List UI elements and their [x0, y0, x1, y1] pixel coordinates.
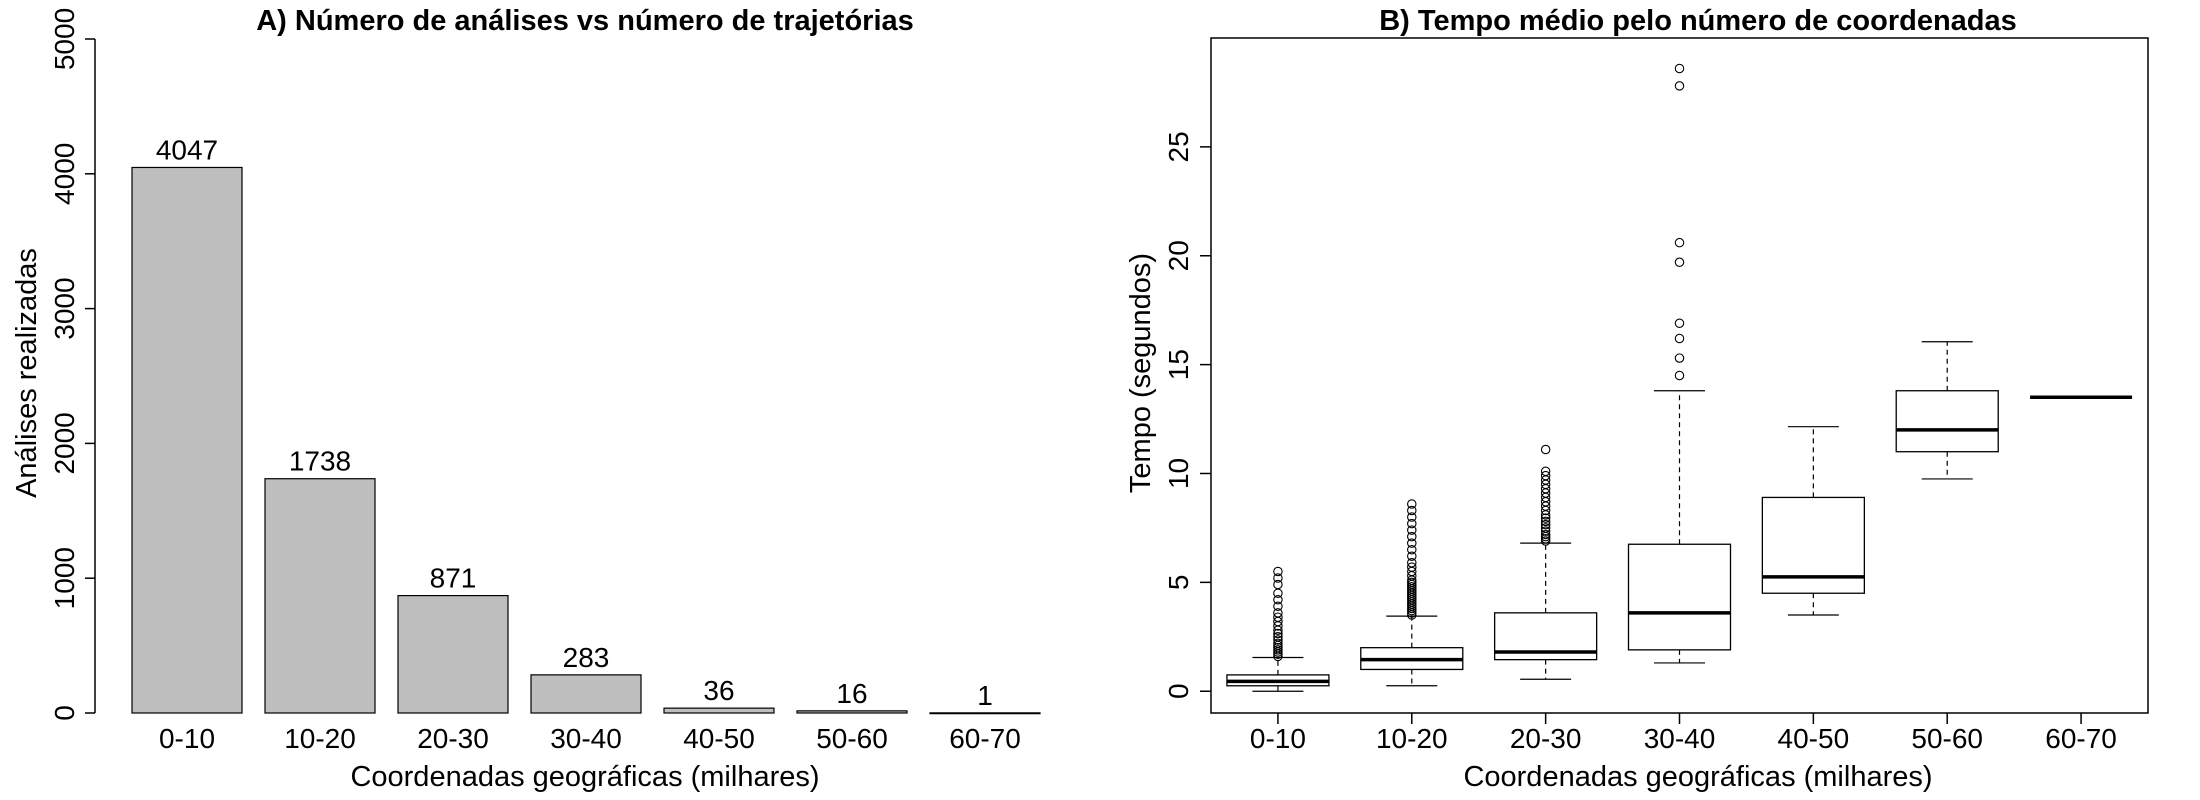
- outlier-point: [1273, 632, 1283, 642]
- bar-value-label: 4047: [156, 134, 218, 165]
- bar-value-label: 871: [430, 563, 477, 594]
- bar: [131, 166, 243, 714]
- chart-b-ylabel: Tempo (segundos): [1125, 253, 1157, 493]
- chart-b-x-tick-label: 60-70: [2045, 723, 2117, 754]
- chart-a-y-tick-label: 5000: [49, 8, 80, 70]
- outlier-point: [1273, 573, 1283, 583]
- outlier-point: [1407, 558, 1417, 568]
- chart-b-x-tick-label: 10-20: [1376, 723, 1448, 754]
- outlier-point: [1407, 531, 1417, 542]
- chart-a-x-tick-label: 10-20: [284, 723, 356, 754]
- chart-b-x-tick-label: 0-10: [1250, 723, 1306, 754]
- outlier-point: [1540, 513, 1551, 523]
- chart-a-x-tick-label: 30-40: [550, 723, 622, 754]
- outlier-point: [1273, 566, 1283, 577]
- boxplot-panel: B) Tempo médio pelo número de coordenada…: [1125, 5, 2149, 793]
- chart-a-ylabel: Análises realizadas: [11, 248, 43, 498]
- chart-a-title: A) Número de análises vs número de traje…: [256, 5, 914, 37]
- outlier-point: [1540, 466, 1551, 477]
- chart-b-y-tick-label: 20: [1163, 240, 1194, 271]
- outlier-point: [1273, 635, 1283, 645]
- box: [1761, 496, 1866, 594]
- chart-b-xlabel: Coordenadas geográficas (milhares): [1463, 761, 1932, 793]
- outlier-point: [1540, 523, 1551, 533]
- outlier-point: [1407, 499, 1417, 509]
- outlier-point: [1540, 526, 1551, 536]
- bar-value-label: 283: [563, 642, 610, 673]
- outlier-point: [1674, 318, 1685, 328]
- outlier-point: [1674, 333, 1685, 344]
- outlier-point: [1674, 237, 1685, 248]
- outlier-point: [1273, 638, 1283, 649]
- outlier-point: [1674, 81, 1685, 91]
- chart-b-x-tick-label: 30-40: [1644, 723, 1716, 754]
- outlier-point: [1674, 257, 1685, 268]
- outlier-point: [1540, 519, 1551, 530]
- box: [1627, 543, 1732, 651]
- outlier-point: [1273, 579, 1283, 590]
- box: [1895, 390, 1999, 453]
- outlier-point: [1674, 353, 1685, 363]
- chart-b-y-tick-label: 15: [1163, 349, 1194, 380]
- bar: [929, 712, 1041, 715]
- chart-a-x-tick-label: 20-30: [417, 723, 489, 754]
- outlier-point: [1674, 370, 1685, 381]
- outlier-point: [1407, 518, 1417, 529]
- outlier-point: [1273, 588, 1283, 598]
- outlier-point: [1273, 595, 1283, 605]
- outlier-point: [1407, 505, 1417, 516]
- chart-a-xlabel: Coordenadas geográficas (milhares): [350, 761, 819, 793]
- bar-value-label: 36: [703, 675, 734, 706]
- chart-b-x-tick-label: 20-30: [1510, 723, 1582, 754]
- chart-b-y-tick-label: 5: [1163, 575, 1194, 591]
- outlier-point: [1407, 525, 1417, 535]
- chart-a-y-tick-label: 0: [49, 705, 80, 721]
- chart-a-x-tick-label: 50-60: [816, 723, 888, 754]
- outlier-point: [1540, 516, 1551, 527]
- chart-b-x-tick-label: 40-50: [1778, 723, 1850, 754]
- chart-a-x-tick-label: 0-10: [159, 723, 215, 754]
- bar: [796, 710, 908, 714]
- chart-b-y-tick-label: 10: [1163, 458, 1194, 489]
- bar: [264, 478, 376, 714]
- chart-a-x-tick-label: 40-50: [683, 723, 755, 754]
- outlier-point: [1407, 538, 1417, 548]
- bar-value-label: 16: [836, 678, 867, 709]
- bar: [397, 594, 509, 714]
- outlier-point: [1407, 551, 1417, 561]
- chart-a-y-tick-label: 1000: [49, 547, 80, 609]
- bar: [663, 707, 775, 714]
- outlier-point: [1540, 529, 1551, 540]
- chart-a-marks: 0 1000 2000 3000 4000 5000 4047 0-10 1738 10-20 87…: [49, 8, 1041, 754]
- outlier-point: [1407, 512, 1417, 522]
- chart-b-title: B) Tempo médio pelo número de coordenada…: [1379, 5, 2017, 37]
- bar-value-label: 1: [977, 680, 993, 711]
- chart-a-y-tick-label: 2000: [49, 412, 80, 474]
- chart-a-x-tick-label: 60-70: [949, 723, 1021, 754]
- chart-a-y-tick-label: 4000: [49, 143, 80, 205]
- outlier-point: [1273, 608, 1283, 618]
- chart-b-y-tick-label: 0: [1163, 683, 1194, 699]
- outlier-point: [1407, 562, 1417, 572]
- outlier-point: [1407, 544, 1417, 555]
- chart-b-marks: 0 5 10 15 20 25 0-10 10-20 20-30 30-40 40-50 50-60 6…: [1163, 63, 2133, 754]
- outlier-point: [1674, 63, 1685, 74]
- bar: [530, 674, 642, 714]
- chart-b-y-tick-label: 25: [1163, 131, 1194, 162]
- bar-chart-panel: A) Número de análises vs número de traje…: [11, 5, 1041, 793]
- chart-b-x-tick-label: 50-60: [1911, 723, 1983, 754]
- outlier-point: [1540, 444, 1551, 455]
- outlier-point: [1273, 612, 1283, 622]
- outlier-point: [1273, 601, 1283, 612]
- outlier-point: [1273, 628, 1283, 639]
- outlier-point: [1540, 470, 1551, 481]
- bar-value-label: 1738: [289, 446, 351, 477]
- chart-a-y-tick-label: 3000: [49, 277, 80, 339]
